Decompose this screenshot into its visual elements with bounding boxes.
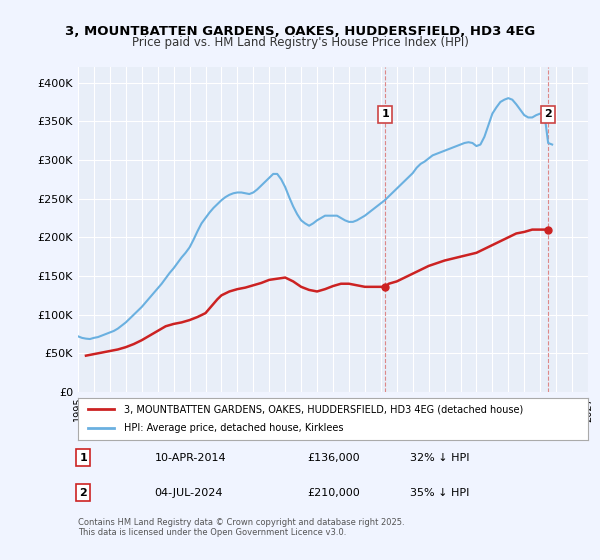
Text: 35% ↓ HPI: 35% ↓ HPI — [409, 488, 469, 498]
Text: 2: 2 — [544, 109, 552, 119]
Text: 1: 1 — [79, 453, 87, 463]
Text: 1: 1 — [381, 109, 389, 119]
Text: HPI: Average price, detached house, Kirklees: HPI: Average price, detached house, Kirk… — [124, 423, 343, 433]
Text: 3, MOUNTBATTEN GARDENS, OAKES, HUDDERSFIELD, HD3 4EG (detached house): 3, MOUNTBATTEN GARDENS, OAKES, HUDDERSFI… — [124, 404, 523, 414]
Text: 3, MOUNTBATTEN GARDENS, OAKES, HUDDERSFIELD, HD3 4EG: 3, MOUNTBATTEN GARDENS, OAKES, HUDDERSFI… — [65, 25, 535, 38]
Text: 2: 2 — [79, 488, 87, 498]
Text: 32% ↓ HPI: 32% ↓ HPI — [409, 453, 469, 463]
Text: 04-JUL-2024: 04-JUL-2024 — [155, 488, 223, 498]
Text: Price paid vs. HM Land Registry's House Price Index (HPI): Price paid vs. HM Land Registry's House … — [131, 36, 469, 49]
Text: £136,000: £136,000 — [308, 453, 360, 463]
Text: 10-APR-2014: 10-APR-2014 — [155, 453, 226, 463]
Text: Contains HM Land Registry data © Crown copyright and database right 2025.
This d: Contains HM Land Registry data © Crown c… — [78, 518, 404, 538]
Text: £210,000: £210,000 — [308, 488, 360, 498]
